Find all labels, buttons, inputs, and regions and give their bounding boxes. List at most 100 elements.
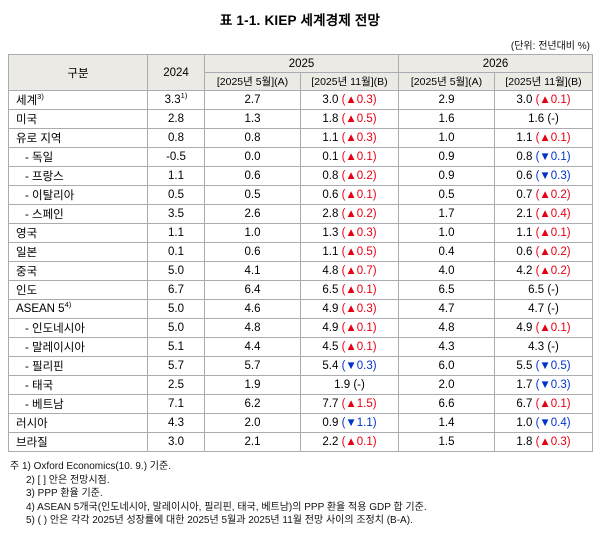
cell-2025-nov: 7.7 (▲1.5) [300, 394, 399, 414]
cell-2026-may: 1.5 [398, 432, 495, 452]
cell-2026-nov: 0.6 (▲0.2) [494, 242, 593, 262]
revision-up: (▲0.1) [341, 284, 377, 296]
row-label: 미국 [8, 109, 148, 129]
table-row: 영국 1.1 1.0 1.3 (▲0.3) 1.0 1.1 (▲0.1) [8, 223, 593, 243]
cell-2025-nov: 5.4 (▼0.3) [300, 356, 399, 376]
cell-2025-nov: 1.3 (▲0.3) [300, 223, 399, 243]
footnote-line: 3) PPP 환율 기준. [26, 488, 103, 499]
revision-up: (▲0.2) [535, 265, 571, 277]
table-row: - 태국 2.5 1.9 1.9 (-) 2.0 1.7 (▼0.3) [8, 375, 593, 395]
cell-2025-may: 4.6 [204, 299, 301, 319]
cell-2025-nov: 0.9 (▼1.1) [300, 413, 399, 433]
cell-2025-may: 4.4 [204, 337, 301, 357]
forecast-table: 구분 2024 2025 2026 [2025년 5월](A) [2025년 1… [8, 54, 593, 452]
revision-up: (▲0.3) [341, 132, 377, 144]
cell-2024: 3.0 [147, 432, 205, 452]
cell-2024: 7.1 [147, 394, 205, 414]
cell-2025-nov: 1.8 (▲0.5) [300, 109, 399, 129]
cell-2025-nov: 4.9 (▲0.1) [300, 318, 399, 338]
revision-up: (▲0.2) [535, 189, 571, 201]
cell-2025-nov: 1.9 (-) [300, 375, 399, 395]
cell-2026-nov: 4.9 (▲0.1) [494, 318, 593, 338]
cell-2025-may: 0.5 [204, 185, 301, 205]
revision-up: (▲0.1) [535, 227, 571, 239]
cell-2026-nov: 1.0 (▼0.4) [494, 413, 593, 433]
revision-up: (▲0.2) [535, 246, 571, 258]
cell-2025-may: 0.0 [204, 147, 301, 167]
subheader-2025-may: [2025년 5월](A) [204, 72, 301, 91]
cell-2026-may: 6.0 [398, 356, 495, 376]
cell-2024: 0.8 [147, 128, 205, 148]
table-row: ASEAN 54) 5.0 4.6 4.9 (▲0.3) 4.7 4.7 (-) [8, 299, 593, 319]
footnote-line: 2) [ ] 안은 전망시점. [26, 474, 110, 486]
subheader-2026-nov: [2025년 11월](B) [494, 72, 593, 91]
cell-2026-nov: 1.7 (▼0.3) [494, 375, 593, 395]
row-label: 인도 [8, 280, 148, 300]
revision-none: (-) [547, 341, 559, 353]
cell-2025-nov: 1.1 (▲0.3) [300, 128, 399, 148]
unit-note: (단위: 전년대비 %) [510, 41, 590, 52]
cell-2026-may: 6.6 [398, 394, 495, 414]
cell-2026-nov: 1.6 (-) [494, 109, 593, 129]
table-row: - 필리핀 5.7 5.7 5.4 (▼0.3) 6.0 5.5 (▼0.5) [8, 356, 593, 376]
row-label: 세계3) [8, 90, 148, 110]
revision-up: (▲0.1) [341, 341, 377, 353]
cell-2026-may: 4.7 [398, 299, 495, 319]
cell-2026-may: 1.0 [398, 128, 495, 148]
row-label: 브라질 [8, 432, 148, 452]
subheader-2025-nov: [2025년 11월](B) [300, 72, 399, 91]
revision-up: (▲0.1) [341, 322, 377, 334]
cell-2024: 5.0 [147, 261, 205, 281]
table-row: 중국 5.0 4.1 4.8 (▲0.7) 4.0 4.2 (▲0.2) [8, 261, 593, 281]
row-label: - 인도네시아 [8, 318, 148, 338]
revision-up: (▲1.5) [341, 398, 377, 410]
row-label: - 이탈리아 [8, 185, 148, 205]
cell-2026-may: 1.7 [398, 204, 495, 224]
cell-2025-may: 0.8 [204, 128, 301, 148]
report-page: 표 1-1. KIEP 세계경제 전망 (단위: 전년대비 %) 구분 2024… [8, 13, 593, 526]
cell-2025-may: 5.7 [204, 356, 301, 376]
cell-2026-may: 0.5 [398, 185, 495, 205]
row-label: - 독일 [8, 147, 148, 167]
cell-2026-may: 6.5 [398, 280, 495, 300]
row-label: - 스페인 [8, 204, 148, 224]
cell-2026-nov: 6.5 (-) [494, 280, 593, 300]
revision-up: (▲0.3) [535, 436, 571, 448]
revision-down: (▼0.4) [535, 417, 571, 429]
table-row: 인도 6.7 6.4 6.5 (▲0.1) 6.5 6.5 (-) [8, 280, 593, 300]
revision-none: (-) [547, 303, 559, 315]
cell-2025-nov: 1.1 (▲0.5) [300, 242, 399, 262]
cell-2025-may: 1.3 [204, 109, 301, 129]
revision-up: (▲0.2) [341, 208, 377, 220]
cell-2025-nov: 4.8 (▲0.7) [300, 261, 399, 281]
revision-up: (▲0.2) [341, 170, 377, 182]
row-label: 일본 [8, 242, 148, 262]
revision-down: (▼0.3) [535, 170, 571, 182]
revision-none: (-) [547, 284, 559, 296]
row-label: - 필리핀 [8, 356, 148, 376]
cell-2024: 2.5 [147, 375, 205, 395]
cell-2025-nov: 6.5 (▲0.1) [300, 280, 399, 300]
revision-up: (▲0.1) [535, 322, 571, 334]
row-label: - 베트남 [8, 394, 148, 414]
table-row: - 말레이시아 5.1 4.4 4.5 (▲0.1) 4.3 4.3 (-) [8, 337, 593, 357]
cell-2025-nov: 4.5 (▲0.1) [300, 337, 399, 357]
cell-2025-nov: 3.0 (▲0.3) [300, 90, 399, 110]
revision-none: (-) [353, 379, 365, 391]
cell-2024: 5.7 [147, 356, 205, 376]
cell-2024: 3.5 [147, 204, 205, 224]
row-label: 유로 지역 [8, 128, 148, 148]
table-header: 구분 2024 2025 2026 [2025년 5월](A) [2025년 1… [8, 54, 593, 91]
table-row: - 스페인 3.5 2.6 2.8 (▲0.2) 1.7 2.1 (▲0.4) [8, 204, 593, 224]
cell-2025-may: 0.6 [204, 166, 301, 186]
cell-2026-nov: 3.0 (▲0.1) [494, 90, 593, 110]
cell-2024: 1.1 [147, 223, 205, 243]
cell-2025-may: 4.8 [204, 318, 301, 338]
revision-up: (▲0.3) [341, 227, 377, 239]
revision-up: (▲0.7) [341, 265, 377, 277]
col-header-2024: 2024 [147, 54, 205, 91]
table-row: 미국 2.8 1.3 1.8 (▲0.5) 1.6 1.6 (-) [8, 109, 593, 129]
table-row: 일본 0.1 0.6 1.1 (▲0.5) 0.4 0.6 (▲0.2) [8, 242, 593, 262]
cell-2025-nov: 4.9 (▲0.3) [300, 299, 399, 319]
cell-2024: 4.3 [147, 413, 205, 433]
